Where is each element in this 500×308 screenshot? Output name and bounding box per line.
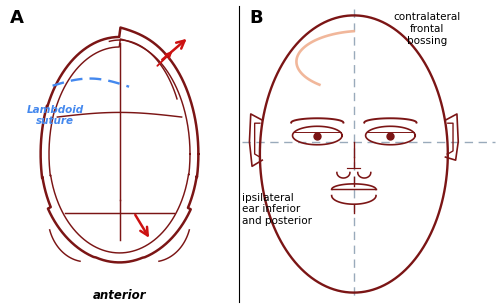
Text: ipsilateral
ear inferior
and posterior: ipsilateral ear inferior and posterior xyxy=(242,193,312,226)
Text: contralateral
frontal
bossing: contralateral frontal bossing xyxy=(394,12,460,46)
Text: anterior: anterior xyxy=(93,289,146,302)
Text: A: A xyxy=(10,9,24,27)
Text: Lambdoid
suture: Lambdoid suture xyxy=(26,105,84,126)
Text: B: B xyxy=(250,9,263,27)
